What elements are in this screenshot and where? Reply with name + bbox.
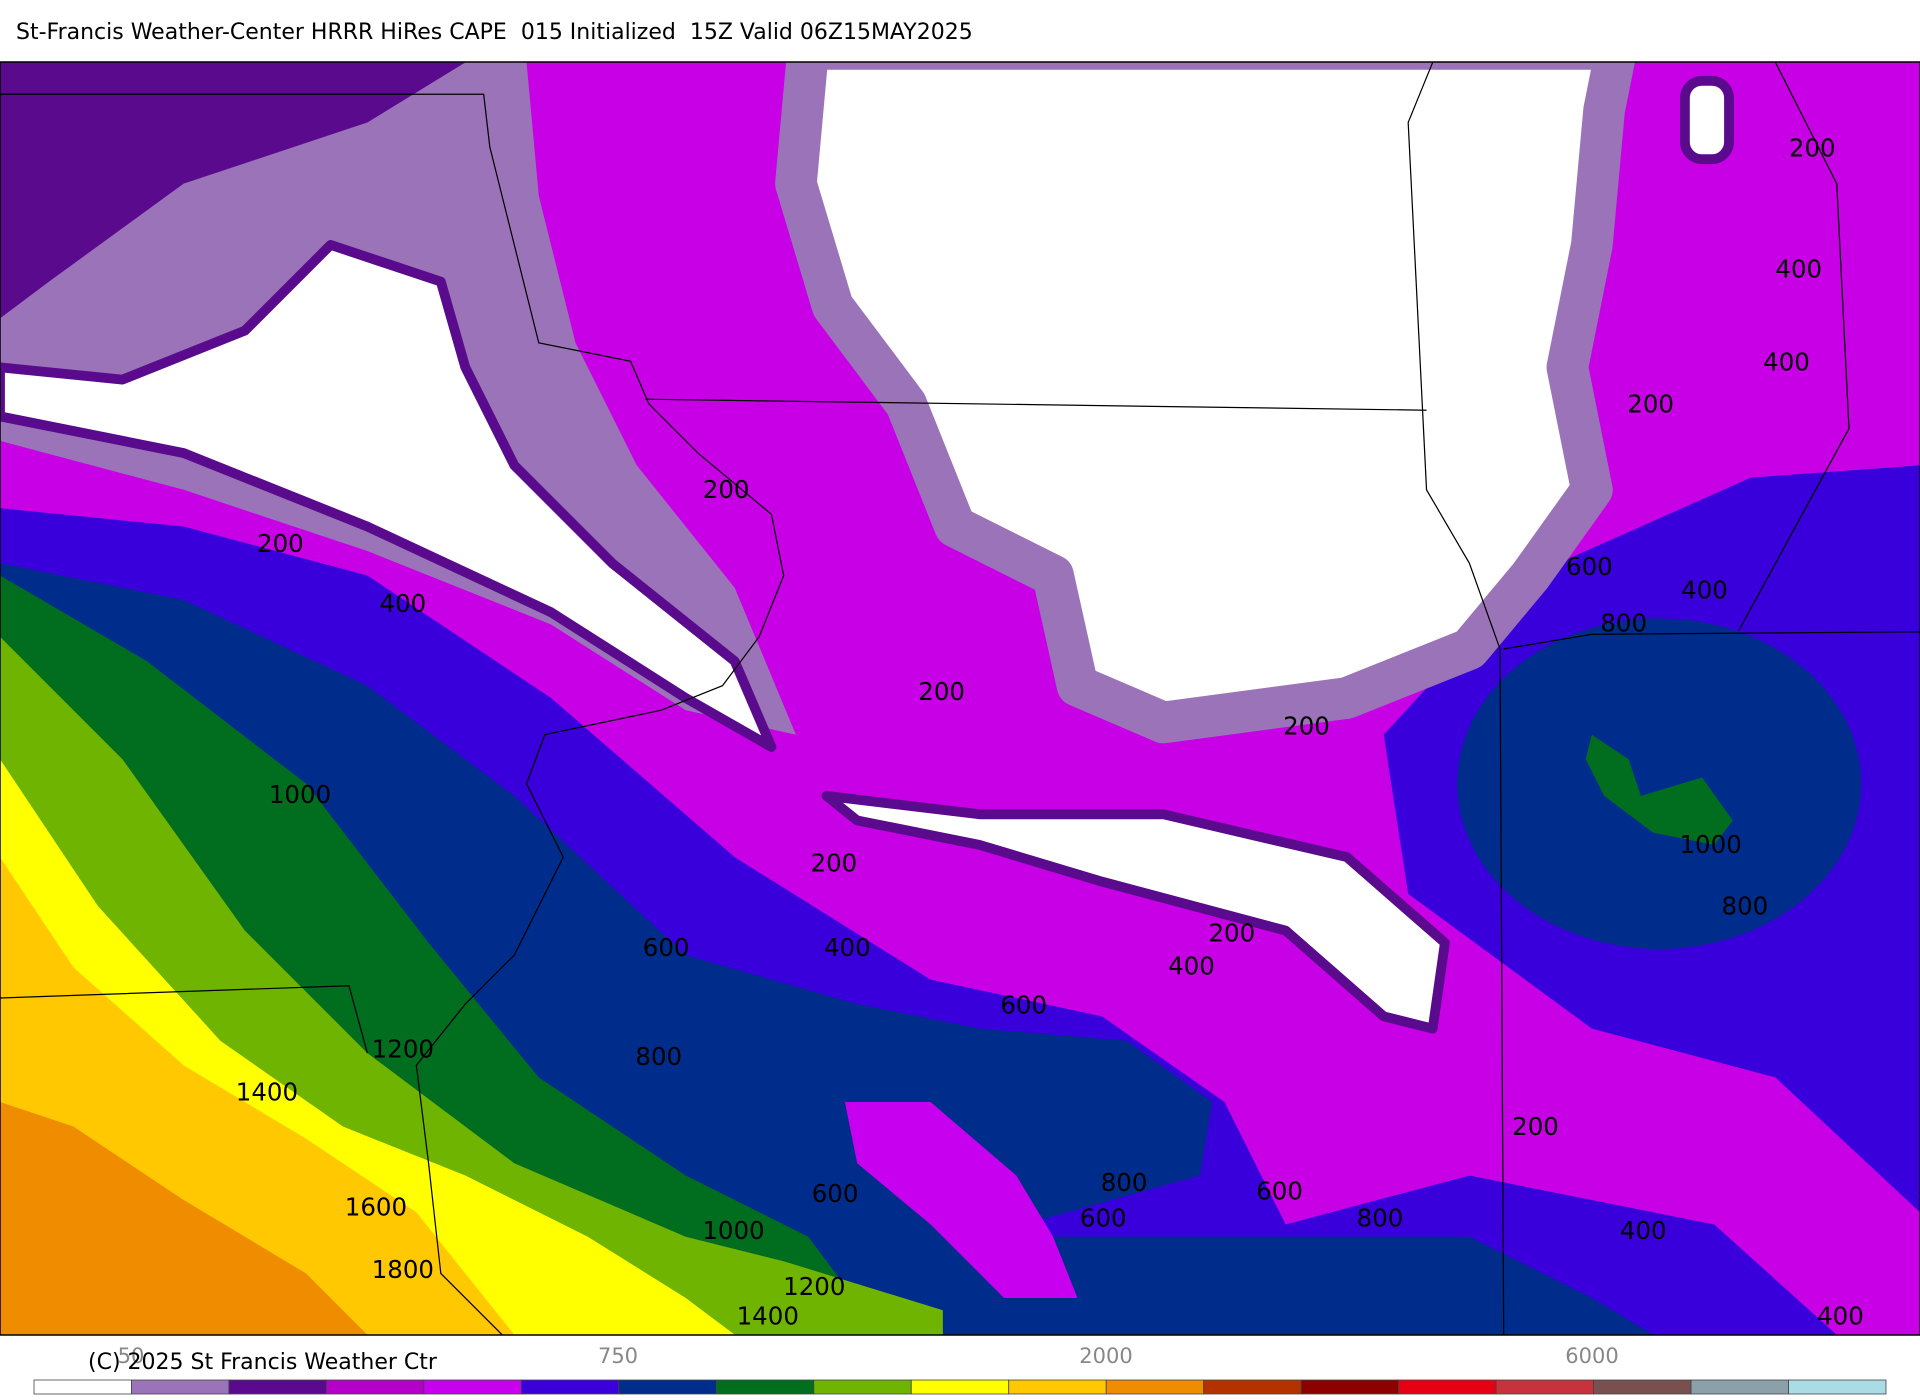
border: [645, 398, 1427, 411]
contour-label: 1000: [702, 1216, 764, 1245]
copyright: (C) 2025 St Francis Weather Ctr: [88, 1350, 438, 1375]
contour-label: 1400: [737, 1302, 799, 1331]
contour-label: 800: [635, 1042, 682, 1071]
colorbar-swatch: [715, 1379, 815, 1395]
contour-label: 1400: [236, 1077, 298, 1106]
contour-label: 200: [1283, 711, 1330, 740]
colorbar-label: 6000: [1565, 1344, 1618, 1368]
contour-label: 200: [811, 848, 858, 877]
contour-label: 200: [1208, 918, 1255, 947]
field-orange: [0, 1102, 368, 1335]
colorbar-swatch: [228, 1379, 327, 1395]
colorbar-swatch: [910, 1379, 1010, 1395]
field-white: [821, 791, 1450, 1034]
contour-label: 400: [1681, 575, 1728, 604]
contour-label: 1200: [783, 1272, 845, 1301]
white-areas: [0, 62, 1734, 1034]
contour-label: 400: [1168, 951, 1215, 980]
border: [1503, 631, 1920, 650]
colorbar-swatch: [1008, 1379, 1107, 1395]
contour-label: 1000: [1679, 830, 1741, 859]
contour-label: 600: [643, 933, 690, 962]
colorbar-swatch: [1495, 1379, 1594, 1395]
colorbar: 50 750 2000 6000: [33, 1344, 1887, 1395]
colorbar-swatch: [1690, 1379, 1789, 1395]
contour-label: 400: [1620, 1216, 1667, 1245]
contour-label: 600: [1000, 991, 1047, 1020]
contour-label: 800: [1600, 608, 1647, 637]
colorbar-label: 750: [598, 1344, 638, 1368]
contour-label: 400: [1763, 348, 1810, 377]
contour-label: 400: [824, 933, 871, 962]
contour-label: 600: [1256, 1177, 1303, 1206]
field-magenta-patch: [844, 1102, 1078, 1298]
colorbar-label: 2000: [1079, 1344, 1132, 1368]
borders: [0, 62, 1920, 1335]
contour-label: 800: [1101, 1168, 1148, 1197]
colorbar-label: 50: [118, 1344, 145, 1368]
colorbar-swatch: [1105, 1379, 1205, 1395]
border: [0, 93, 785, 1335]
colorbar-swatch: [1300, 1379, 1400, 1395]
title: St-Francis Weather-Center HRRR HiRes CAP…: [16, 20, 973, 45]
field-white: [775, 62, 1635, 744]
field-darkpurple: [0, 62, 466, 319]
field-green: [1585, 734, 1733, 845]
colorbar-swatch: [1203, 1379, 1302, 1395]
contour-label: 200: [1627, 389, 1674, 418]
contour-label: 600: [1080, 1204, 1127, 1233]
contour-label: 600: [812, 1179, 859, 1208]
field-white: [0, 240, 777, 752]
colorbar-swatch: [131, 1379, 230, 1395]
contour-label: 600: [1566, 552, 1613, 581]
contour-label: 1200: [372, 1035, 434, 1064]
contour-label: 200: [1512, 1112, 1559, 1141]
contour-label: 1600: [345, 1193, 407, 1222]
colorbar-swatch: [813, 1379, 912, 1395]
map-frame: [0, 61, 1920, 1336]
colorbar-swatch: [1788, 1379, 1887, 1395]
contour-label: 200: [1789, 133, 1836, 162]
colorbar-swatch: [423, 1379, 522, 1395]
field-white: [1680, 75, 1734, 165]
contour-label: 400: [1817, 1302, 1864, 1331]
contour-label: 1000: [269, 780, 331, 809]
contour-label: 800: [1357, 1204, 1404, 1233]
contour-label: 1800: [372, 1255, 434, 1284]
contour-label: 200: [918, 677, 965, 706]
colorbar-swatch: [33, 1379, 132, 1395]
border: [1738, 62, 1850, 631]
field-navy: [1457, 618, 1862, 949]
colorbar-swatch: [618, 1379, 717, 1395]
contour-label: 200: [703, 475, 750, 504]
colorbar-swatch: [326, 1379, 425, 1395]
contour-label: 200: [257, 529, 304, 558]
colorbar-swatch: [520, 1379, 620, 1395]
contour-label: 400: [380, 589, 427, 618]
border: [0, 985, 368, 1054]
colorbar-swatch: [1398, 1379, 1497, 1395]
contour-label: 800: [1722, 891, 1769, 920]
contour-label: 400: [1775, 255, 1822, 284]
contour-labels: 200 200 400 1000 200 200 200 600 400 200 400 600 800…: [236, 133, 1864, 1330]
map: 200 200 400 1000 200 200 200 600 400 200 400 600 800…: [0, 62, 1920, 1335]
border: [1407, 62, 1505, 1335]
colorbar-swatch: [1593, 1379, 1692, 1395]
